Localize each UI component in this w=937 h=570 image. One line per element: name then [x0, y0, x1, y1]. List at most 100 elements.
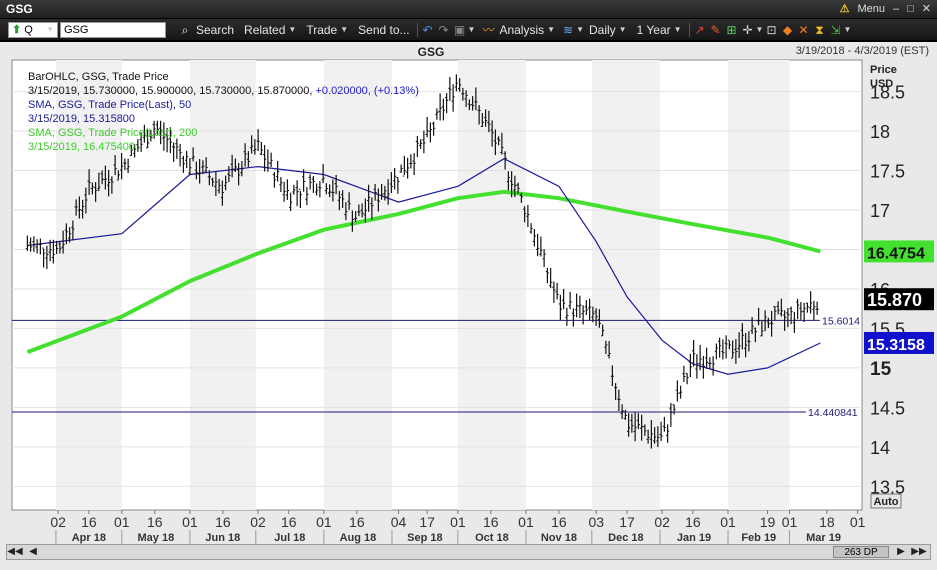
month-label: Dec 18 — [608, 532, 643, 544]
analysis-icon: 〰 — [482, 22, 495, 37]
x-tick-label: 17 — [619, 514, 635, 530]
level-label: 15.6014 — [822, 315, 860, 327]
related-menu[interactable]: Related ▼ — [239, 23, 301, 37]
price-axis-title: Price — [870, 64, 897, 76]
legend-ohlc-title: BarOHLC, GSG, Trade Price — [28, 71, 169, 83]
x-tick-label: 04 — [391, 514, 407, 530]
sma50-price-tag: 15.3158 — [867, 337, 925, 354]
month-band — [55, 60, 122, 510]
x-tick-label: 16 — [685, 514, 701, 530]
line-chart-icon[interactable]: ↗ — [694, 22, 705, 37]
x-tick-label: 01 — [316, 514, 332, 530]
menu-button[interactable]: Menu — [857, 2, 885, 15]
chevron-down-icon: ▼ — [46, 25, 54, 34]
scroll-end-icon[interactable]: ▶▶ — [911, 546, 927, 557]
x-tick-label: 01 — [518, 514, 534, 530]
chevron-down-icon: ▼ — [673, 25, 682, 34]
undo-icon[interactable]: ↶ — [422, 22, 433, 37]
period-label: Daily — [588, 22, 616, 37]
toolbar-divider — [416, 22, 418, 37]
y-tick-label: 18 — [870, 122, 890, 142]
period-select[interactable]: Daily ▼ — [584, 23, 632, 37]
maximize-icon[interactable]: □ — [907, 2, 914, 15]
sma200-price-tag-bg — [864, 240, 934, 263]
alert-icon[interactable]: ⚠ — [839, 3, 850, 15]
month-band — [189, 60, 256, 510]
scroll-right-icon[interactable]: ▶ — [897, 546, 905, 557]
zoom-arrows-icon[interactable]: ✕ — [798, 22, 809, 37]
level-label: 14.440841 — [808, 407, 858, 419]
chevron-down-icon: ▼ — [547, 25, 556, 34]
symbol-input[interactable]: GSG — [60, 21, 166, 38]
sma200-price-tag: 16.4754 — [867, 245, 925, 262]
x-tick-label: 01 — [450, 514, 466, 530]
month-label: Jan 19 — [677, 532, 711, 544]
text-tool-icon[interactable]: ⊡ — [766, 22, 777, 37]
auto-scale-label: Auto — [873, 496, 898, 508]
x-tick-label: 01 — [182, 514, 198, 530]
scroll-thumb[interactable]: 263 DP — [833, 546, 889, 558]
chart-panel[interactable]: GSG 3/19/2018 - 4/3/2019 (EST) 02 16 01 16 0… — [0, 42, 937, 570]
month-label: Apr 18 — [72, 532, 106, 544]
x-tick-label: 16 — [215, 514, 231, 530]
x-tick-label: 16 — [551, 514, 567, 530]
price-chart[interactable]: 02 16 01 16 01 16 02 16 01 16 04 17 01 16 01 16 03 17 02 16… — [0, 42, 937, 570]
studies-icon[interactable]: ≋ — [563, 22, 574, 37]
legend-sma50-value: 3/15/2019, 15.315800 — [28, 113, 136, 125]
analysis-label: Analysis — [499, 22, 545, 37]
x-tick-label: 16 — [349, 514, 365, 530]
symbol-mode-select[interactable]: ⬆ Q ▼ — [8, 21, 58, 38]
legend-ohlc-values: 3/15/2019, 15.730000, 15.900000, 15.7300… — [28, 84, 419, 98]
legend-sma50-title: SMA, GSG, Trade Price(Last), 50 — [28, 99, 192, 111]
span-label: 1 Year — [636, 22, 671, 37]
hourglass-icon[interactable]: ⧗ — [815, 22, 824, 37]
analysis-menu[interactable]: 〰 Analysis ▼ — [475, 23, 560, 37]
chevron-down-icon: ▼ — [340, 25, 349, 34]
span-select[interactable]: 1 Year ▼ — [632, 23, 687, 37]
y-tick-label: 14.5 — [870, 398, 905, 418]
chevron-down-icon[interactable]: ▼ — [576, 25, 584, 34]
legend-ohlc-change: +0.020000, (+0.13%) — [315, 85, 419, 97]
window-title: GSG — [6, 2, 33, 16]
horizontal-scrollbar[interactable]: ◀◀ ◀ 263 DP ▶ ▶▶ — [6, 544, 931, 560]
scroll-left-icon[interactable]: ◀ — [29, 546, 37, 557]
export-icon[interactable]: ⇲ — [830, 22, 841, 37]
x-tick-label: 02 — [654, 514, 670, 530]
x-tick-label: 19 — [760, 514, 776, 530]
x-tick-label: 01 — [114, 514, 130, 530]
chart-symbol-title: GSG — [417, 45, 445, 59]
search-button[interactable]: ⌕ Search — [172, 23, 239, 37]
x-tick-label: 01 — [850, 514, 866, 530]
chevron-down-icon[interactable]: ▼ — [755, 25, 764, 34]
sma200-line — [26, 189, 821, 354]
draw-icon[interactable]: ✎ — [710, 22, 721, 37]
related-label: Related — [244, 22, 286, 37]
crosshair-icon[interactable]: ⊞ — [726, 22, 737, 37]
search-label: Search — [196, 22, 235, 37]
sma50-price-tag-bg — [864, 331, 934, 354]
last-price-tag-bg — [864, 288, 934, 311]
y-tick-label: 17 — [870, 201, 890, 221]
window-titlebar: GSG ⚠ Menu – □ ✕ — [0, 0, 937, 19]
scroll-arrows-icon[interactable]: ◆ — [782, 22, 793, 37]
cursor-icon[interactable]: ✛ — [742, 22, 753, 37]
y-tick-label: 18.5 — [870, 83, 905, 103]
trade-label: Trade — [306, 22, 338, 37]
chevron-down-icon[interactable]: ▼ — [843, 25, 852, 34]
toolbar-divider — [688, 22, 690, 37]
close-icon[interactable]: ✕ — [921, 3, 931, 15]
scroll-start-icon[interactable]: ◀◀ — [7, 546, 23, 557]
send-to-menu[interactable]: Send to... — [353, 23, 414, 37]
chevron-down-icon[interactable]: ▼ — [467, 25, 476, 34]
month-label: Nov 18 — [541, 532, 577, 544]
month-label: Sep 18 — [407, 532, 442, 544]
trade-menu[interactable]: Trade ▼ — [301, 23, 353, 37]
chart-date-range: 3/19/2018 - 4/3/2019 (EST) — [795, 45, 929, 57]
month-label: Oct 18 — [475, 532, 509, 544]
minimize-icon[interactable]: – — [893, 2, 900, 15]
chevron-down-icon: ▼ — [618, 25, 627, 34]
camera-icon[interactable]: ▣ — [453, 22, 466, 37]
redo-icon[interactable]: ↷ — [438, 22, 449, 37]
x-tick-label: 01 — [720, 514, 736, 530]
legend-ohlc-prices: 3/15/2019, 15.730000, 15.900000, 15.7300… — [28, 85, 313, 97]
